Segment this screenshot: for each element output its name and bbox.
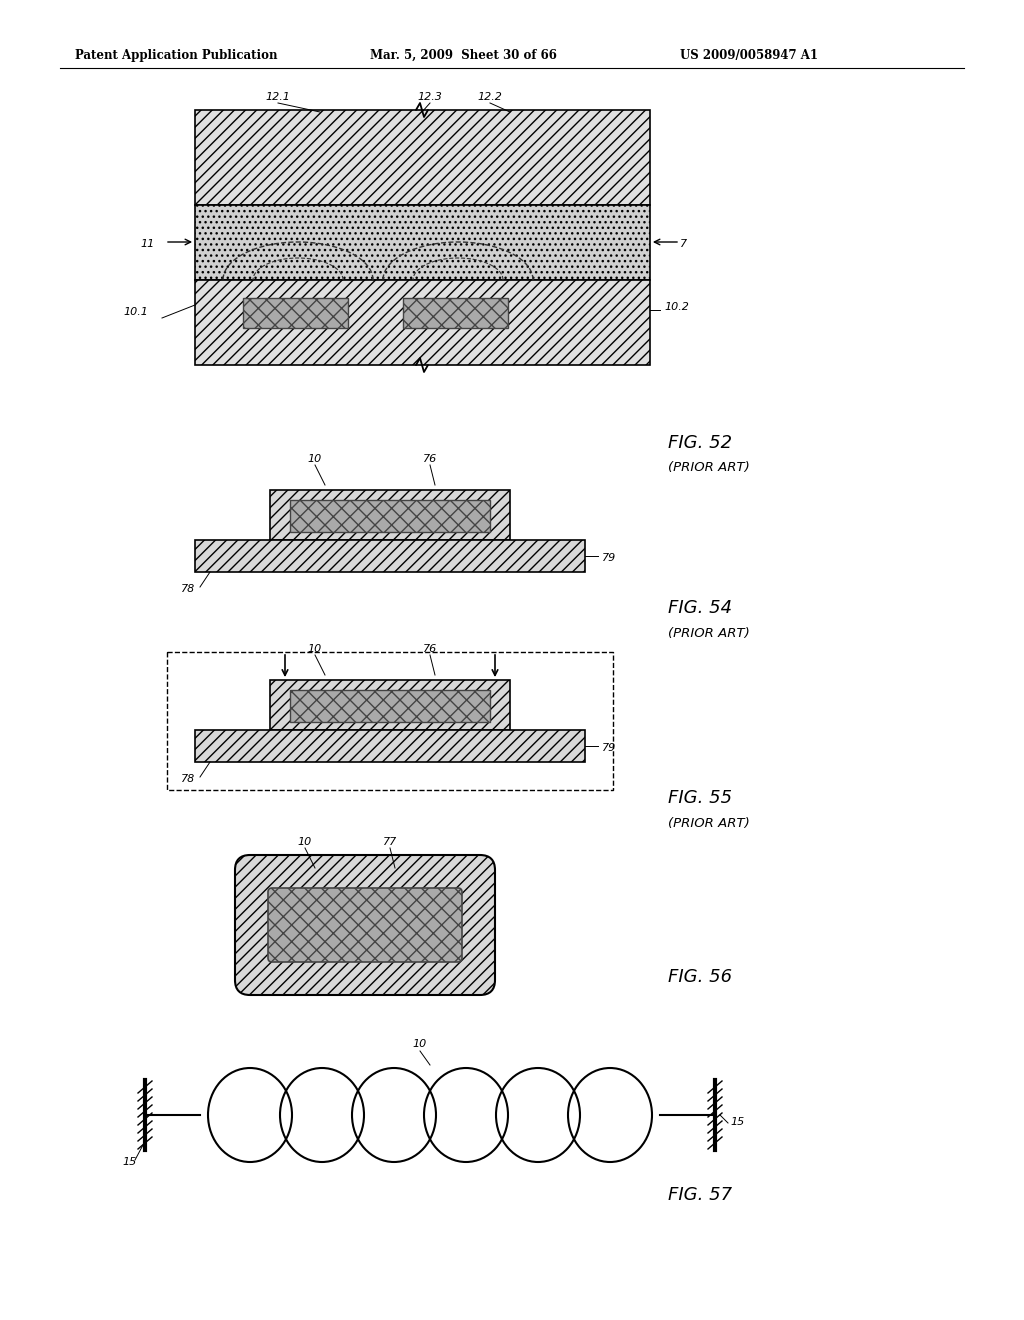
Text: 79: 79 (602, 743, 616, 752)
Text: US 2009/0058947 A1: US 2009/0058947 A1 (680, 49, 818, 62)
Text: Mar. 5, 2009  Sheet 30 of 66: Mar. 5, 2009 Sheet 30 of 66 (370, 49, 557, 62)
Polygon shape (195, 110, 650, 205)
Text: FIG. 57: FIG. 57 (668, 1185, 732, 1204)
Text: 10: 10 (298, 837, 312, 847)
Polygon shape (195, 730, 585, 762)
Polygon shape (243, 298, 348, 327)
Text: FIG. 54: FIG. 54 (668, 599, 732, 616)
Text: 15: 15 (123, 1158, 137, 1167)
Text: 76: 76 (423, 454, 437, 465)
Text: (PRIOR ART): (PRIOR ART) (668, 817, 750, 829)
Polygon shape (290, 500, 490, 532)
Polygon shape (195, 540, 585, 572)
Text: 10.1: 10.1 (123, 308, 148, 317)
Text: FIG. 56: FIG. 56 (668, 968, 732, 986)
Text: FIG. 55: FIG. 55 (668, 789, 732, 807)
Text: 12.2: 12.2 (477, 92, 503, 102)
Text: 11: 11 (140, 239, 155, 249)
Text: 10: 10 (308, 644, 323, 653)
Polygon shape (195, 205, 650, 280)
FancyBboxPatch shape (234, 855, 495, 995)
Text: 12.1: 12.1 (265, 92, 291, 102)
Text: (PRIOR ART): (PRIOR ART) (668, 627, 750, 639)
Text: 10.2: 10.2 (664, 302, 689, 312)
Text: 77: 77 (383, 837, 397, 847)
Text: 7: 7 (680, 239, 687, 249)
Text: 15: 15 (730, 1117, 744, 1127)
Text: 10: 10 (413, 1039, 427, 1049)
Polygon shape (270, 490, 510, 540)
Text: (PRIOR ART): (PRIOR ART) (668, 462, 750, 474)
Polygon shape (270, 680, 510, 730)
Text: 79: 79 (602, 553, 616, 564)
Text: FIG. 52: FIG. 52 (668, 434, 732, 451)
Text: Patent Application Publication: Patent Application Publication (75, 49, 278, 62)
Text: 10: 10 (308, 454, 323, 465)
Polygon shape (195, 280, 650, 366)
Text: 78: 78 (181, 774, 196, 784)
Text: 78: 78 (181, 583, 196, 594)
Polygon shape (290, 690, 490, 722)
Text: 12.3: 12.3 (418, 92, 442, 102)
FancyBboxPatch shape (268, 888, 462, 962)
Polygon shape (403, 298, 508, 327)
Text: 76: 76 (423, 644, 437, 653)
